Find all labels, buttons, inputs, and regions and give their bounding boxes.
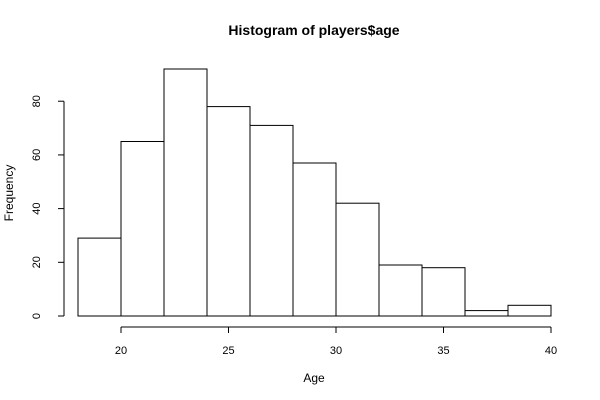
histogram-bar-7 — [378, 264, 423, 317]
y-axis-label: Frequency — [2, 165, 16, 222]
x-tick-label-3: 35 — [437, 345, 449, 357]
x-tick-label-1: 25 — [222, 345, 234, 357]
x-axis-label: Age — [303, 371, 325, 385]
y-tick-label-3: 60 — [31, 149, 43, 161]
histogram-bar-2 — [163, 68, 208, 317]
bars-group — [77, 68, 552, 317]
histogram-bar-6 — [335, 202, 380, 317]
histogram-bar-1 — [120, 141, 165, 317]
histogram-bar-10 — [507, 304, 552, 317]
x-axis: 20 25 30 35 40 — [115, 326, 557, 357]
histogram-bar-4 — [249, 124, 294, 317]
histogram-bar-9 — [464, 310, 509, 317]
histogram-bar-8 — [421, 267, 466, 317]
x-tick-label-0: 20 — [115, 345, 127, 357]
chart-title: Histogram of players$age — [228, 22, 399, 38]
y-tick-label-2: 40 — [31, 202, 43, 214]
y-tick-label-0: 0 — [31, 313, 43, 319]
histogram-bar-3 — [206, 106, 251, 317]
x-tick-label-2: 30 — [330, 345, 342, 357]
y-tick-label-4: 80 — [31, 95, 43, 107]
y-tick-label-1: 20 — [31, 256, 43, 268]
y-axis: 0 20 40 60 80 — [31, 95, 65, 319]
histogram-bar-0 — [77, 237, 122, 317]
x-tick-label-4: 40 — [545, 345, 557, 357]
histogram-bar-5 — [292, 162, 337, 317]
